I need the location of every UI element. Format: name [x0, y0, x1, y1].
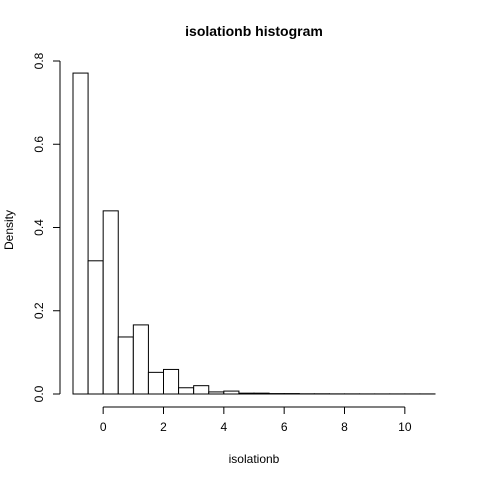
y-tick-label: 0.8 [32, 52, 46, 69]
y-axis-label: Density [2, 210, 16, 250]
histogram-bar [178, 387, 195, 395]
x-axis: 0 2 4 6 8 10 [100, 406, 412, 434]
x-tick-label: 0 [100, 420, 107, 434]
histogram-bar [223, 390, 240, 395]
y-tick-label: 0.2 [32, 302, 46, 319]
histogram-bar [72, 72, 89, 395]
histogram-bars [72, 72, 436, 395]
histogram-bar [102, 210, 119, 395]
chart-title: isolationb histogram [185, 23, 323, 39]
histogram-bar [147, 371, 165, 395]
histogram-bar [132, 324, 149, 395]
x-tick-label: 2 [160, 420, 167, 434]
y-tick-label: 0.6 [32, 136, 46, 153]
x-axis-label: isolationb [229, 452, 280, 466]
x-tick-label: 10 [398, 420, 412, 434]
x-tick-label: 8 [341, 420, 348, 434]
histogram-bar [163, 368, 180, 395]
histogram-bar [238, 392, 255, 395]
y-tick-label: 0.0 [32, 385, 46, 402]
y-tick-label: 0.4 [32, 219, 46, 236]
histogram-bar [193, 385, 210, 395]
x-tick-label: 6 [281, 420, 288, 434]
histogram-bar [117, 336, 134, 395]
histogram-bar [253, 392, 270, 395]
y-axis: 0.0 0.2 0.4 0.6 0.8 [32, 52, 61, 402]
x-tick-label: 4 [220, 420, 227, 434]
histogram-bar [208, 391, 225, 395]
histogram-bar [87, 260, 104, 395]
